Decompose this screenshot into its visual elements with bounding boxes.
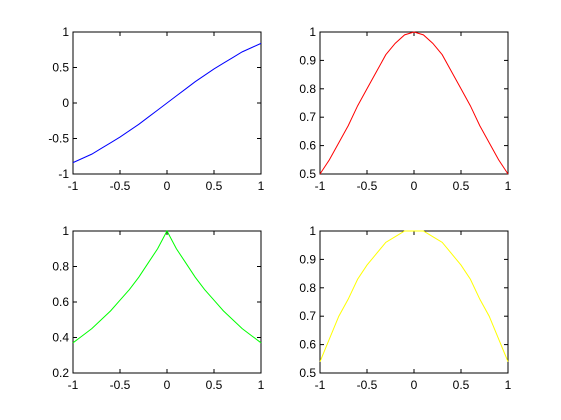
x-tick-label: 0.5 (453, 378, 470, 392)
data-line (72, 42, 262, 164)
x-tick-label: -1 (315, 179, 326, 193)
x-tick-label: 0.5 (206, 378, 223, 392)
y-tick-label: 0.4 (52, 331, 69, 345)
data-line (319, 31, 509, 175)
y-tick-label: 0.8 (52, 260, 69, 274)
x-tick-label: 0.5 (206, 179, 223, 193)
y-tick-label: 0.5 (299, 167, 316, 181)
y-tick-label: 0.8 (299, 281, 316, 295)
data-line (72, 229, 262, 344)
plot-area (72, 230, 262, 374)
y-tick-label: 0.6 (52, 295, 69, 309)
y-tick-label: 0.2 (52, 366, 69, 380)
y-tick-label: 1 (62, 224, 69, 238)
x-tick-label: 1 (258, 179, 265, 193)
plot-area (319, 31, 509, 175)
x-tick-label: 1 (505, 378, 512, 392)
x-tick-label: 0 (164, 179, 171, 193)
x-tick-label: -1 (68, 179, 79, 193)
x-tick-label: 0.5 (453, 179, 470, 193)
y-tick-label: 0.6 (299, 139, 316, 153)
y-tick-label: 0.5 (299, 366, 316, 380)
y-tick-label: 0 (62, 96, 69, 110)
x-tick-label: -1 (68, 378, 79, 392)
y-tick-label: 1 (309, 25, 316, 39)
y-tick-label: 1 (309, 224, 316, 238)
x-tick-label: 1 (505, 179, 512, 193)
x-tick-label: -0.5 (110, 179, 131, 193)
x-tick-label: -1 (315, 378, 326, 392)
y-tick-label: 0.9 (299, 252, 316, 266)
x-tick-label: -0.5 (357, 378, 378, 392)
y-tick-label: 1 (62, 25, 69, 39)
x-tick-label: 1 (258, 378, 265, 392)
x-tick-label: 0 (164, 378, 171, 392)
y-tick-label: 0.7 (299, 110, 316, 124)
y-tick-label: 0.9 (299, 53, 316, 67)
x-tick-label: 0 (411, 378, 418, 392)
y-tick-label: -1 (58, 167, 69, 181)
x-tick-label: 0 (411, 179, 418, 193)
y-tick-label: 0.5 (52, 61, 69, 75)
data-line (319, 230, 509, 362)
x-tick-label: -0.5 (110, 378, 131, 392)
plot-area (319, 230, 509, 374)
y-tick-label: -0.5 (48, 132, 69, 146)
y-tick-label: 0.7 (299, 309, 316, 323)
y-tick-label: 0.6 (299, 338, 316, 352)
x-tick-label: -0.5 (357, 179, 378, 193)
y-tick-label: 0.8 (299, 82, 316, 96)
